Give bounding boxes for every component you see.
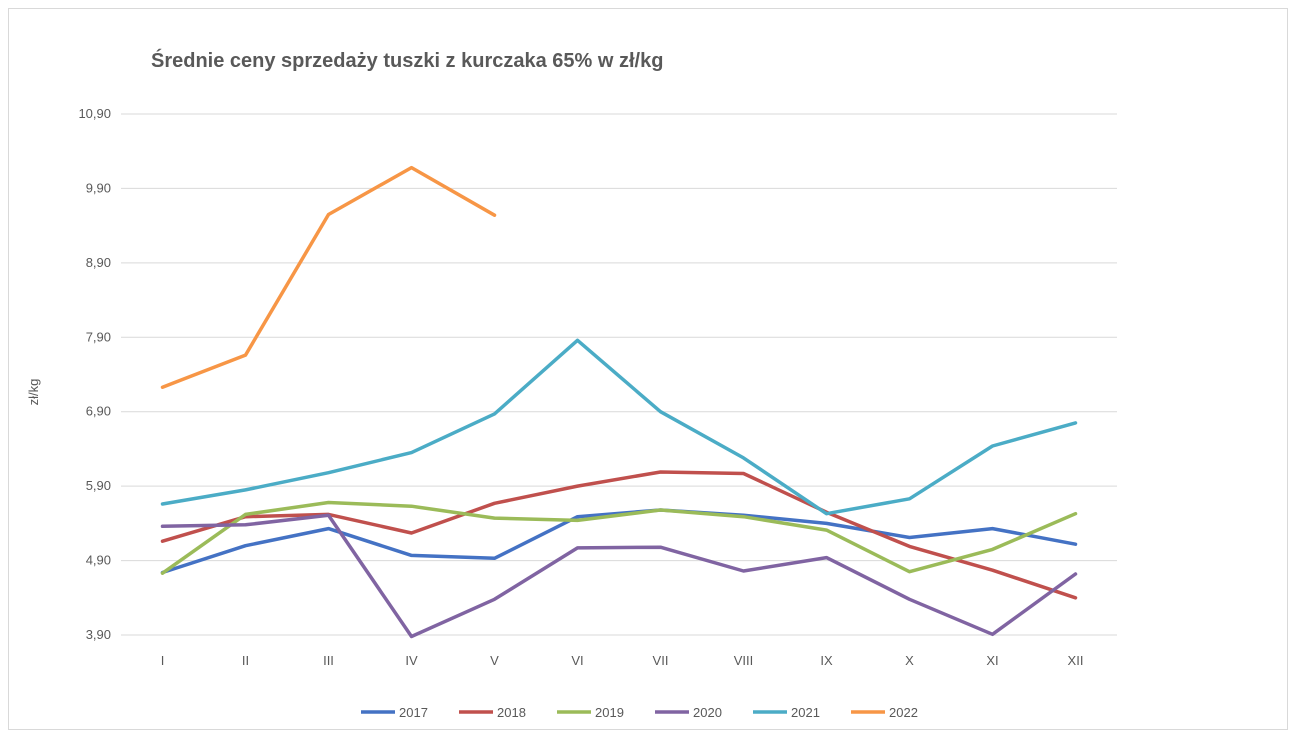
x-tick-label: III	[323, 653, 334, 668]
x-tick-label: I	[161, 653, 165, 668]
x-tick-label: II	[242, 653, 249, 668]
series-line-2017	[160, 508, 1078, 575]
x-tick-label: VIII	[734, 653, 754, 668]
legend-label-2022: 2022	[889, 705, 918, 720]
x-tick-label: VII	[653, 653, 669, 668]
line-chart: Średnie ceny sprzedaży tuszki z kurczaka…	[26, 48, 1117, 720]
series-lines	[160, 165, 1078, 639]
chart-title: Średnie ceny sprzedaży tuszki z kurczaka…	[151, 48, 663, 72]
x-axis-ticks: I II III IV V VI VII VIII IX X XI XII	[161, 653, 1084, 668]
legend: 2017 2018 2019 2020 2021 2022	[361, 705, 918, 720]
x-tick-label: VI	[571, 653, 583, 668]
series-line-2019	[160, 500, 1078, 575]
x-tick-label: XI	[986, 653, 998, 668]
x-tick-label: X	[905, 653, 914, 668]
legend-label-2019: 2019	[595, 705, 624, 720]
y-tick-label: 7,90	[86, 329, 111, 344]
y-axis-label: zł/kg	[26, 379, 41, 406]
y-tick-label: 9,90	[86, 180, 111, 195]
gridlines	[121, 113, 1117, 636]
x-tick-label: V	[490, 653, 499, 668]
series-line-2020	[160, 513, 1078, 639]
y-axis-ticks: 10,90 9,90 8,90 7,90 6,90 5,90 4,90 3,90	[78, 106, 111, 642]
legend-label-2021: 2021	[791, 705, 820, 720]
legend-label-2018: 2018	[497, 705, 526, 720]
x-tick-label: IX	[820, 653, 833, 668]
y-tick-label: 5,90	[86, 478, 111, 493]
y-tick-label: 3,90	[86, 627, 111, 642]
legend-label-2017: 2017	[399, 705, 428, 720]
x-tick-label: XII	[1068, 653, 1084, 668]
series-line-2018	[160, 470, 1078, 600]
series-line-2022	[160, 165, 497, 389]
y-tick-label: 6,90	[86, 404, 111, 419]
legend-label-2020: 2020	[693, 705, 722, 720]
x-tick-label: IV	[405, 653, 418, 668]
series-line-2021	[160, 338, 1078, 516]
y-tick-label: 8,90	[86, 255, 111, 270]
y-tick-label: 4,90	[86, 553, 111, 568]
chart-frame: Średnie ceny sprzedaży tuszki z kurczaka…	[8, 8, 1288, 730]
y-tick-label: 10,90	[78, 106, 111, 121]
